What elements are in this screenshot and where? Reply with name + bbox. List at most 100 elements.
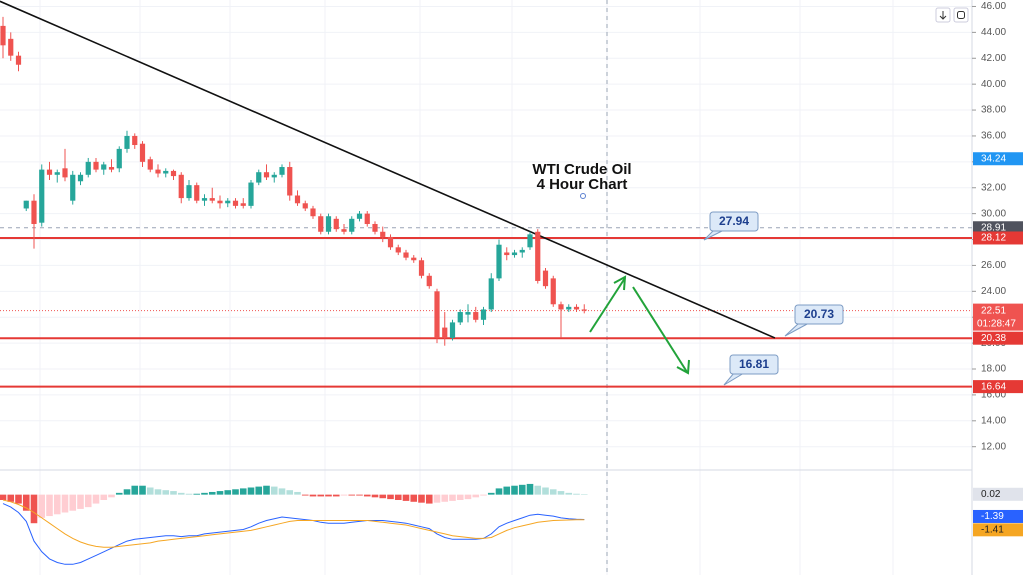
level-price-tag: 28.12 <box>981 233 1006 244</box>
macd-histogram-bar <box>131 485 139 495</box>
macd-histogram-bar <box>526 483 534 495</box>
candle-body <box>411 257 417 261</box>
callout-pointer <box>703 229 725 241</box>
candle-body <box>23 200 29 209</box>
callout-label: 16.81 <box>739 357 769 371</box>
callout-box <box>709 211 759 232</box>
macd-histogram-bar <box>363 494 371 497</box>
macd-histogram-bar <box>100 494 108 500</box>
candle-body <box>442 327 448 338</box>
candle-body <box>318 216 324 232</box>
macd-histogram-bar <box>511 485 518 495</box>
chart-title: WTI Crude Oil <box>532 161 631 178</box>
candle-body <box>116 148 122 169</box>
candle-body <box>287 167 293 196</box>
candle-body <box>302 203 308 209</box>
macd-histogram-bar <box>449 494 456 501</box>
macd-histogram-bar <box>301 494 309 496</box>
candle-body <box>504 252 510 256</box>
scroll-icon <box>939 11 947 20</box>
candle-body <box>77 174 84 182</box>
macd-histogram-bar <box>77 494 84 509</box>
macd-histogram-bar <box>286 490 294 495</box>
signal-line-tag-bg <box>973 523 1023 537</box>
candle-body <box>54 172 60 175</box>
callout-pointer <box>784 322 810 337</box>
candle-body <box>163 170 169 174</box>
candle-body <box>85 161 91 175</box>
macd-line-tag: -1.39 <box>981 511 1004 522</box>
macd-histogram-bar <box>348 494 356 496</box>
candle-body <box>310 208 316 217</box>
candle-body <box>581 309 587 311</box>
y-tick-label: 40.00 <box>981 79 1006 90</box>
macd-histogram-tag-bg <box>973 487 1023 501</box>
candle-body <box>194 185 200 201</box>
y-tick-label: 36.00 <box>981 131 1006 142</box>
candle-body <box>496 244 502 279</box>
callout-label: 20.73 <box>804 307 834 321</box>
candle-body <box>325 216 332 232</box>
y-tick-label: 24.00 <box>981 286 1006 297</box>
candle-body <box>380 231 386 237</box>
candle-body <box>372 223 378 232</box>
candle-body <box>70 174 76 201</box>
macd-histogram-bar <box>356 494 363 496</box>
y-tick-label: 18.00 <box>981 364 1006 375</box>
candle-body <box>356 213 363 219</box>
candle-body <box>527 234 533 248</box>
candle-body <box>147 159 153 170</box>
macd-histogram-bar <box>108 494 115 498</box>
settings-icon <box>957 11 965 19</box>
macd-histogram-bar <box>201 492 208 495</box>
candle-body <box>535 231 541 281</box>
candle-body <box>279 167 285 175</box>
candle-body <box>294 195 301 204</box>
macd-histogram-bar <box>518 484 526 495</box>
down-arrow-head <box>676 359 690 375</box>
y-tick-label: 16.00 <box>981 390 1006 401</box>
candle-body <box>387 236 394 248</box>
macd-histogram-bar <box>123 489 131 495</box>
macd-histogram-bar <box>92 494 100 504</box>
candle-body <box>0 25 6 46</box>
macd-histogram-bar <box>255 486 263 495</box>
signal-line <box>2 499 585 548</box>
level-price-tag-bg <box>973 331 1023 345</box>
candle-body <box>271 174 277 178</box>
callout-box <box>729 354 779 375</box>
level-price-tag: 20.38 <box>981 333 1006 344</box>
macd-histogram-bar <box>480 494 487 496</box>
candle-body <box>511 252 518 256</box>
callout-pointer <box>723 372 745 386</box>
candle-body <box>46 169 53 175</box>
last-price-tag-bg <box>973 303 1023 331</box>
candle-body <box>101 164 107 170</box>
candle-body <box>449 322 456 338</box>
toolbar <box>935 7 969 23</box>
macd-histogram-bar <box>162 490 170 495</box>
candle-body <box>39 169 45 223</box>
candle-body <box>15 55 22 65</box>
macd-histogram-bar <box>22 494 30 511</box>
candle-body <box>333 218 339 230</box>
candle-body <box>480 309 487 320</box>
macd-histogram-bar <box>549 489 557 495</box>
macd-histogram-bar <box>332 494 340 497</box>
settings-button[interactable] <box>953 7 969 23</box>
candle-body <box>217 200 223 204</box>
grid <box>0 0 972 575</box>
y-tick-label: 44.00 <box>981 27 1006 38</box>
macd-histogram-bar <box>340 494 348 496</box>
macd-histogram-bar <box>84 494 92 508</box>
candle-body <box>434 291 440 338</box>
level-price-tag: 16.64 <box>981 381 1006 392</box>
candle-body <box>519 249 525 253</box>
last-price-tag: 22.51 <box>981 305 1006 316</box>
macd-histogram-bar <box>542 487 549 495</box>
macd-histogram-bar <box>565 492 573 495</box>
macd-histogram-bar <box>573 493 580 495</box>
up-arrow <box>589 277 626 333</box>
candle-body <box>186 185 192 199</box>
macd-histogram-bar <box>170 491 177 495</box>
